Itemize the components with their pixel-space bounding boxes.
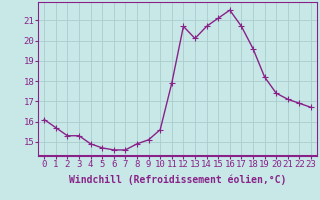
X-axis label: Windchill (Refroidissement éolien,°C): Windchill (Refroidissement éolien,°C)	[69, 175, 286, 185]
